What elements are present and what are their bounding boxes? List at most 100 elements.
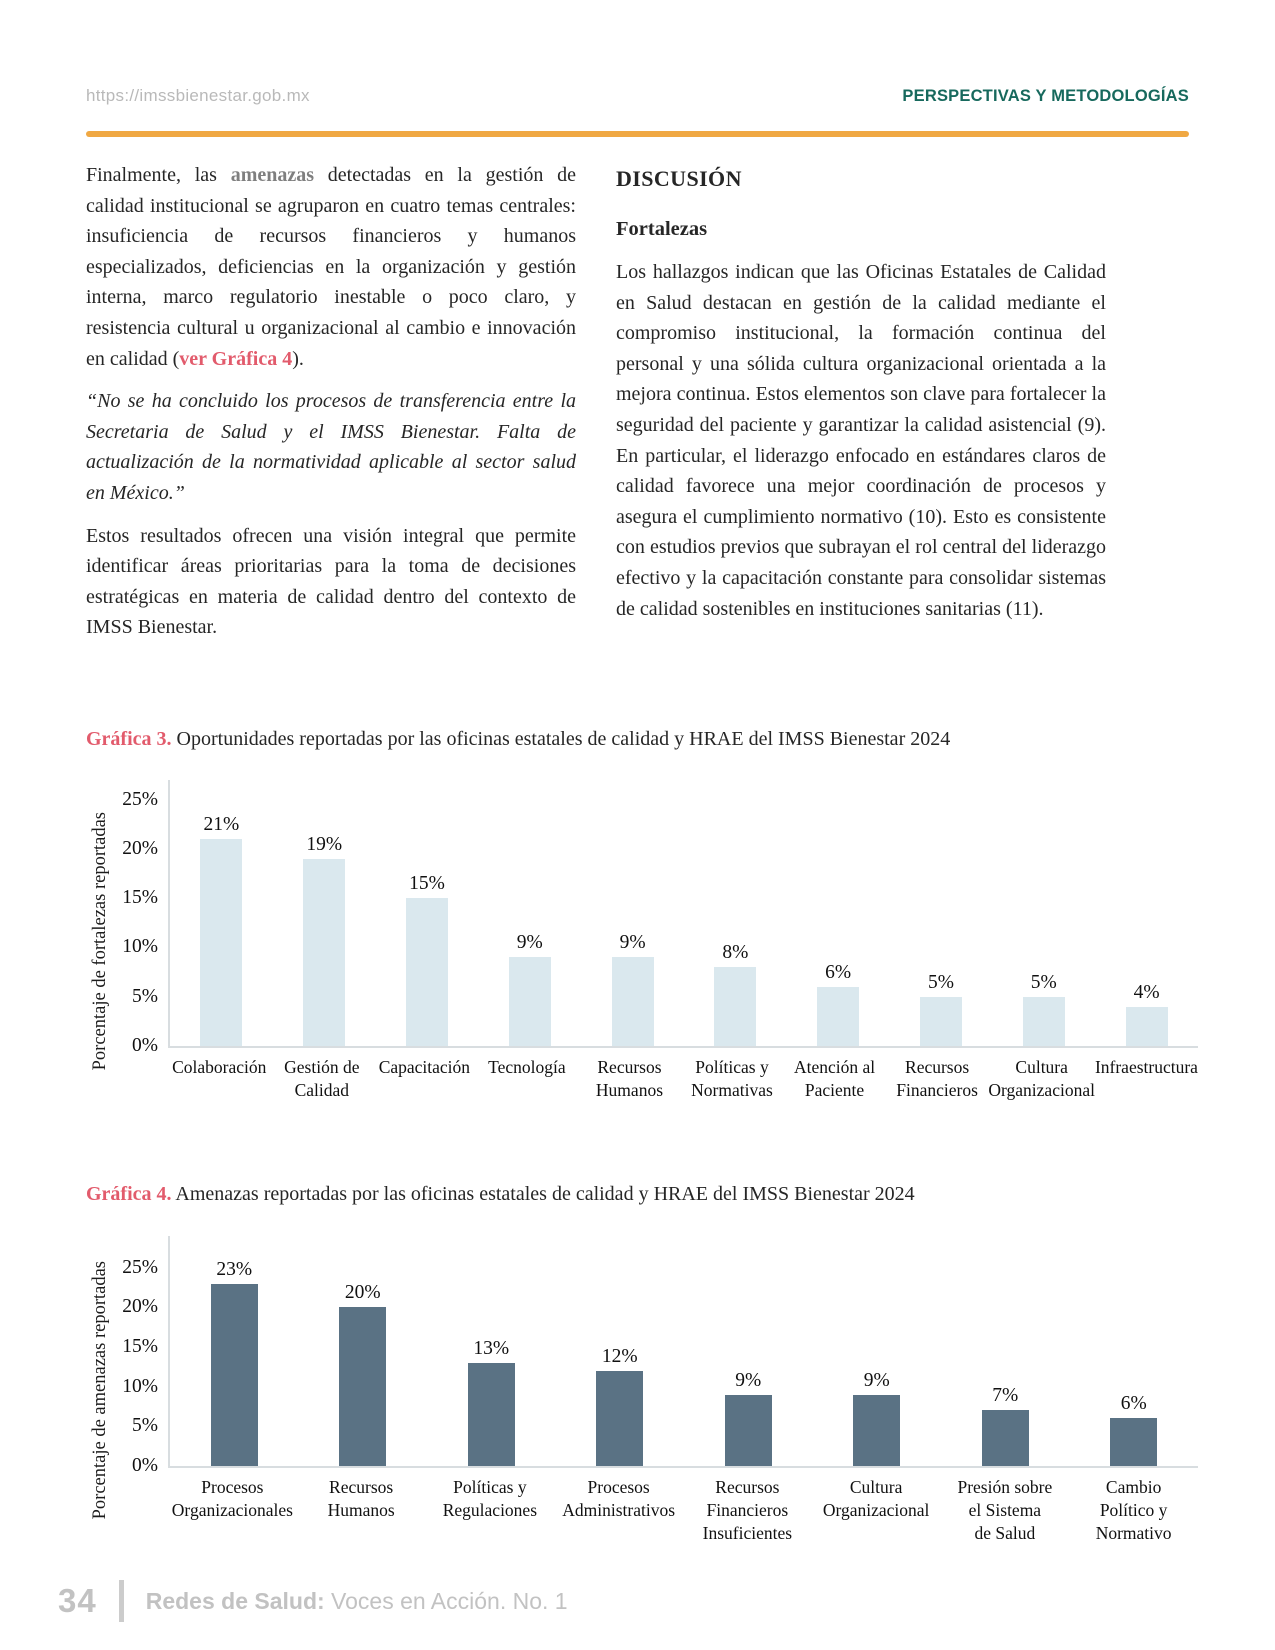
bar-group: 19% [273,780,376,1046]
journal-name: Redes de Salud: Voces en Acción. No. 1 [146,1588,568,1615]
bar-group: 9% [813,1236,942,1466]
right-column: DISCUSIÓN Fortalezas Los hallazgos indic… [616,160,1106,655]
body-columns: Finalmente, las amenazas detectadas en l… [86,160,1106,655]
y-axis-tick-label: 10% [122,936,158,958]
chart-title-label: Gráfica 4. [86,1183,172,1205]
bar-group: 5% [992,780,1095,1046]
blockquote: “No se ha concluido los procesos de tran… [86,390,576,504]
x-category-label: Cultura Organizacional [988,1057,1095,1101]
x-axis-labels: Colaboración Gestión de Calidad Capacitació… [168,1056,1198,1102]
page-number: 34 [58,1582,97,1619]
x-category-label: Cambio Político y Normativo [1095,1477,1172,1544]
plot-area: 21% 19% 15% 9% 9% 8% 6% 5% 5% 4% [168,780,1198,1048]
bar-chart-oportunidades: Porcentaje de fortalezas reportadas 0% 5%… [86,780,1198,1102]
x-category-label: Presión sobre el Sistema de Salud [957,1477,1053,1544]
bar-value-label: 9% [619,932,646,954]
y-axis-title: Porcentaje de amenazas reportadas [89,1261,110,1520]
x-category-label: Gestión de Calidad [284,1057,360,1101]
header-divider-rule [86,131,1189,137]
bar-group: 6% [1070,1236,1199,1466]
bar-group: 4% [1095,780,1198,1046]
plot-area: 23% 20% 13% 12% 9% 9% 7% 6% [168,1236,1198,1468]
bar-group: 6% [787,780,890,1046]
y-axis-ticks: 0% 5% 10% 15% 20% 25% [114,780,168,1056]
bar-value-label: 6% [1120,1393,1147,1415]
bar-value-label: 9% [863,1369,890,1391]
bar-value-label: 5% [1030,971,1057,993]
bar-group: 23% [170,1236,299,1466]
x-category-label: Procesos Organizacionales [171,1477,293,1521]
bar-group: 5% [890,780,993,1046]
bar [714,967,757,1046]
bar-value-label: 20% [344,1282,381,1304]
bar-value-label: 8% [722,942,749,964]
journal-name-bold: Redes de Salud: [145,1587,325,1614]
bar-value-label: 6% [825,961,852,983]
x-category-label: Recursos Financieros [896,1057,978,1101]
bar-group: 9% [478,780,581,1046]
paragraph-text: Finalmente, las [86,164,231,186]
bar [303,858,346,1046]
bar-value-label: 21% [203,814,240,836]
x-category-label: Cultura Organizacional [822,1477,930,1521]
bar-value-label: 19% [306,833,343,855]
bar-value-label: 12% [601,1345,638,1367]
bar [817,986,860,1046]
x-category-label: Recursos Humanos [595,1057,663,1101]
x-category-label: Tecnología [488,1057,566,1077]
y-axis-tick-label: 0% [132,1455,158,1476]
bar-group: 15% [376,780,479,1046]
bar [724,1394,772,1466]
page-header: https://imssbienestar.gob.mx PERSPECTIVA… [86,86,1189,106]
footer-divider [118,1580,124,1622]
bar-value-label: 15% [409,873,445,895]
x-axis-labels: Procesos Organizacionales Recursos Humanos P… [168,1476,1198,1545]
x-category-label: Recursos Humanos [327,1477,395,1521]
bar [919,996,962,1046]
chart-title-label: Gráfica 3. [86,728,172,750]
bar-value-label: 9% [516,932,543,954]
y-axis-title: Porcentaje de fortalezas reportadas [89,811,110,1071]
chart-area: Porcentaje de amenazas reportadas 0% 5% 10… [86,1236,1198,1545]
bar-group: 8% [684,780,787,1046]
y-axis-tick-label: 10% [122,1375,158,1397]
bar [611,957,654,1046]
bar [1110,1418,1158,1466]
bar [200,839,243,1046]
x-category-label: Infraestructura [1094,1057,1198,1077]
bar-group: 9% [581,780,684,1046]
x-category-label: Procesos Administrativos [562,1477,676,1521]
bar-value-label: 13% [473,1337,510,1359]
page-footer: 34 Redes de Salud: Voces en Acción. No. … [58,1580,568,1622]
y-axis-tick-label: 20% [122,837,158,859]
x-category-label: Políticas y Normativas [691,1057,773,1101]
journal-name-rest: Voces en Acción. No. 1 [324,1587,568,1614]
bar-group: 13% [427,1236,556,1466]
y-axis-tick-label: 25% [122,788,158,810]
bar [981,1410,1029,1466]
y-axis-tick-label: 15% [122,1336,158,1358]
paragraph-resultados: Estos resultados ofrecen una visión inte… [86,524,576,639]
paragraph-amenazas: Finalmente, las amenazas detectadas en l… [86,160,576,374]
x-category-label: Atención al Paciente [793,1057,876,1101]
y-axis-tick-label: 20% [122,1296,158,1318]
chart-title-text: Amenazas reportadas por las oficinas est… [171,1183,915,1205]
amenazas-highlight: amenazas [230,164,315,186]
chart-title-grafica-4: Gráfica 4. Amenazas reportadas por las o… [86,1183,1196,1206]
y-axis-tick-label: 25% [122,1256,158,1278]
plot-column: 23% 20% 13% 12% 9% 9% 7% 6% Procesos Organizacio… [168,1236,1198,1545]
bar [596,1370,644,1466]
bar-group: 9% [684,1236,813,1466]
bar [1022,996,1065,1046]
paragraph-hallazgos: Los hallazgos indican que las Oficinas E… [616,261,1106,620]
bar-value-label: 7% [992,1385,1019,1407]
chart-area: Porcentaje de fortalezas reportadas 0% 5%… [86,780,1198,1102]
header-section-title: PERSPECTIVAS Y METODOLOGÍAS [902,87,1189,105]
bar-chart-amenazas: Porcentaje de amenazas reportadas 0% 5% 10… [86,1236,1198,1545]
y-axis-tick-label: 15% [122,887,158,909]
left-column: Finalmente, las amenazas detectadas en l… [86,160,576,655]
chart-title-text: Oportunidades reportadas por las oficina… [171,728,951,750]
header-url: https://imssbienestar.gob.mx [86,86,310,105]
plot-column: 21% 19% 15% 9% 9% 8% 6% 5% 5% 4% Colaboración Gest… [168,780,1198,1102]
